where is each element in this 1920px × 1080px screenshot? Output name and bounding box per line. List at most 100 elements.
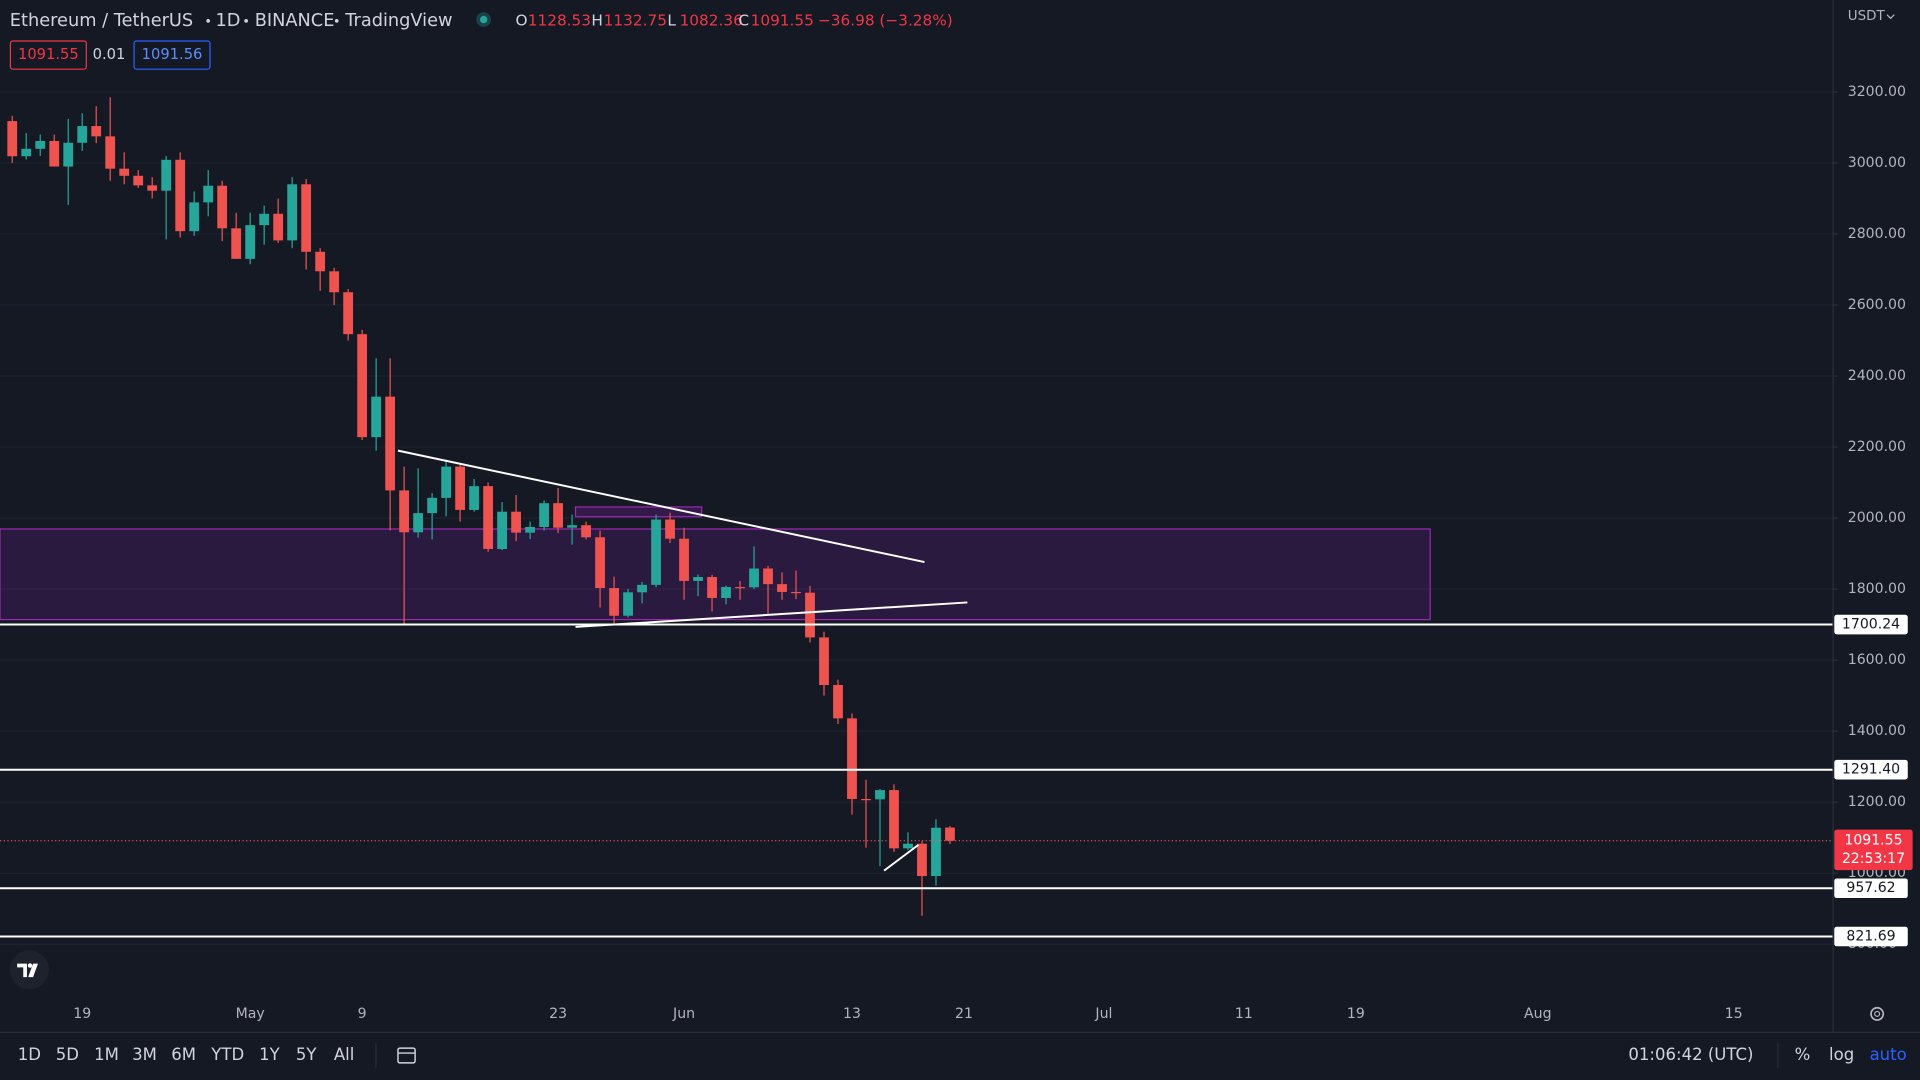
range-button[interactable]: 5Y [296, 1045, 318, 1064]
ohlc-key: C [738, 11, 749, 29]
percent-toggle[interactable]: % [1795, 1045, 1811, 1064]
y-tick-label: 2800.00 [1848, 226, 1906, 242]
range-button[interactable]: 6M [171, 1045, 196, 1064]
ohlc-key: O [516, 11, 528, 29]
candle-body [203, 185, 214, 203]
overlay: 1700.24 1291.40 957.62 821.69 1091.55 22:53:1… [0, 614, 1913, 947]
auto-toggle[interactable]: auto [1870, 1045, 1907, 1064]
candle-body [609, 588, 619, 616]
candle-body [119, 168, 130, 176]
candle-body [343, 292, 354, 335]
candle-body [231, 228, 242, 259]
x-tick-label: 9 [358, 1006, 367, 1022]
candle-body [525, 526, 535, 533]
candle-body [357, 334, 368, 438]
range-button[interactable]: All [334, 1045, 354, 1064]
candle-body [385, 396, 396, 491]
source: TradingView [344, 11, 452, 31]
candle-body [245, 225, 256, 259]
x-tick-label: 23 [549, 1006, 567, 1022]
clock[interactable]: 01:06:42 (UTC) [1628, 1045, 1753, 1064]
candle-body [329, 271, 340, 293]
candle-body [651, 519, 661, 585]
symbol: Ethereum / TetherUS [10, 11, 193, 31]
range-button[interactable]: 1M [94, 1045, 119, 1064]
candle-body [721, 586, 731, 598]
candle-body [539, 503, 549, 527]
tv-logo [9, 950, 49, 990]
range-button[interactable]: 1D [18, 1045, 41, 1064]
buy-badge[interactable] [133, 40, 211, 70]
range-button[interactable]: 3M [132, 1045, 157, 1064]
x-tick-label: 13 [843, 1006, 861, 1022]
candle-body [889, 790, 899, 849]
last-price-label: 1091.55 [1844, 833, 1902, 849]
interval: 1D [216, 11, 241, 31]
candle-body [49, 140, 60, 167]
candle-body [91, 126, 102, 137]
caret [1886, 14, 1895, 20]
y-tick-label: 1200.00 [1848, 794, 1906, 810]
log-toggle[interactable]: log [1829, 1045, 1854, 1064]
x-tick-label: 19 [73, 1006, 91, 1022]
spread: 0.01 [93, 46, 126, 63]
candle-body [455, 466, 466, 510]
candle-body [273, 213, 284, 241]
candle-body [7, 121, 18, 157]
level-label: 821.69 [1846, 929, 1895, 945]
level-badge [1834, 926, 1908, 947]
candle-body [105, 136, 116, 169]
level-label: 1700.24 [1842, 617, 1900, 633]
range-button[interactable]: YTD [210, 1045, 244, 1064]
candle-body [371, 396, 382, 438]
level-label: 957.62 [1846, 880, 1895, 896]
date-range-icon[interactable] [397, 1047, 416, 1064]
trend-line [575, 601, 968, 628]
candle-body [287, 184, 298, 241]
candle-body [399, 490, 410, 533]
candle-body [217, 185, 228, 229]
ohlc-value: 1082.36 [680, 11, 743, 29]
sell-price[interactable]: 1091.55 [18, 46, 79, 63]
candle-body [483, 486, 494, 549]
currency[interactable]: USDT [1848, 9, 1886, 24]
level-badge [1834, 614, 1908, 635]
candle-body [847, 718, 857, 799]
candle-body [763, 568, 773, 585]
last-price-badge [1834, 829, 1913, 871]
range-button[interactable]: 1Y [259, 1045, 281, 1064]
ohlc-value: 1132.75 [604, 11, 667, 29]
candle-body [833, 684, 843, 719]
y-tick-label: 3200.00 [1848, 84, 1906, 100]
level-label: 1291.40 [1842, 762, 1900, 778]
candle-body [637, 584, 647, 593]
y-tick-label: 1800.00 [1848, 581, 1906, 597]
ohlc-value: 1128.53 [528, 11, 591, 29]
candle-body [819, 637, 829, 685]
settings-icon[interactable] [1870, 1006, 1885, 1021]
candle-body [553, 503, 563, 528]
candle-body [903, 843, 913, 849]
candle-body [427, 497, 438, 514]
candle-body [175, 159, 186, 232]
candle-body [749, 568, 759, 588]
candle-body [735, 586, 745, 589]
buy-price[interactable]: 1091.56 [142, 46, 203, 63]
level-badge [1834, 878, 1908, 899]
trend-line [883, 844, 919, 872]
candle-body [259, 213, 270, 226]
x-tick-label: 21 [955, 1006, 973, 1022]
candle-body [161, 159, 172, 191]
x-tick-label: 19 [1347, 1006, 1365, 1022]
candle-body [805, 592, 815, 638]
x-tick-label: Aug [1524, 1006, 1552, 1022]
range-button[interactable]: 5D [56, 1045, 79, 1064]
candle-body [945, 827, 955, 841]
candle-body [133, 175, 144, 186]
candle-body [931, 827, 941, 877]
candle-body [791, 591, 801, 594]
exchange: BINANCE [255, 11, 335, 31]
candle-body [315, 251, 326, 272]
sell-badge[interactable] [9, 40, 87, 70]
candle-body [77, 126, 88, 143]
